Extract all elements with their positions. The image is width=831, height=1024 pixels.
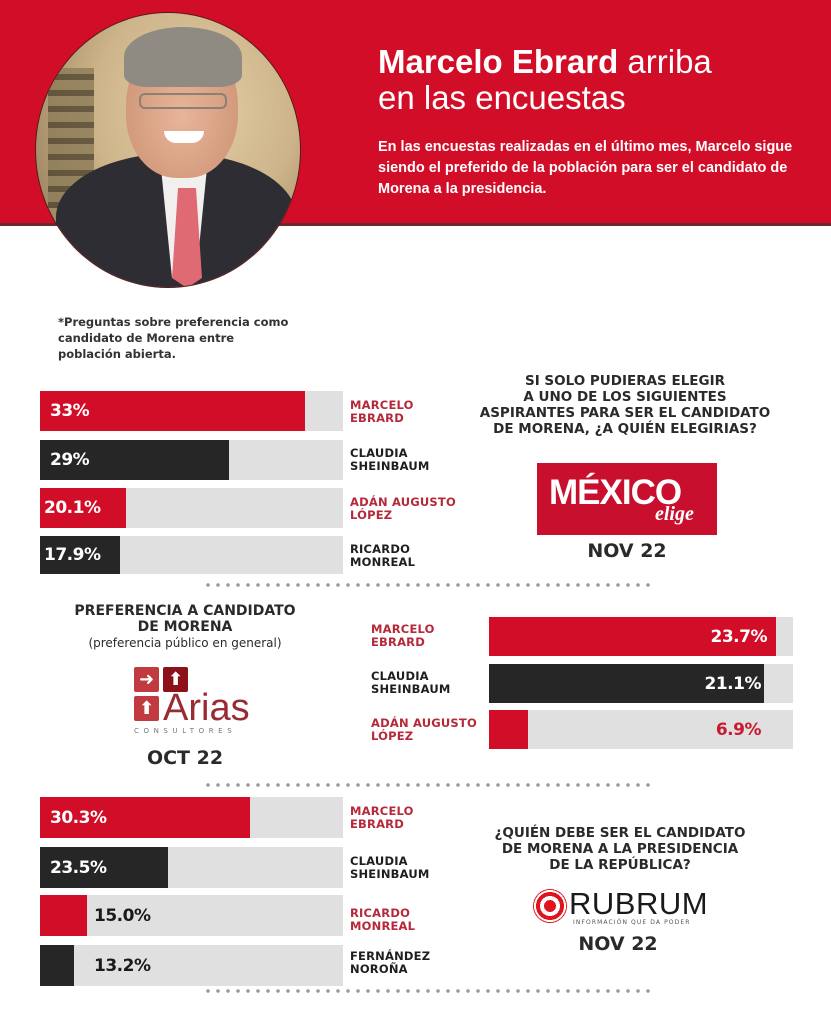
bar-row: 6.9% <box>489 710 793 749</box>
candidate-name: CLAUDIA SHEINBAUM <box>371 669 451 696</box>
poll-date: OCT 22 <box>146 747 224 769</box>
candidate-name: MARCELO EBRARD <box>371 622 435 649</box>
poll-date: NOV 22 <box>578 933 658 955</box>
candidate-name: CLAUDIA SHEINBAUM <box>350 446 430 473</box>
logo-text: Arias <box>163 687 250 729</box>
candidate-name: CLAUDIA SHEINBAUM <box>350 854 430 881</box>
bar-value: 30.3% <box>50 807 107 828</box>
poll-question-sub: (preferencia público en general) <box>88 636 282 650</box>
bar-fill <box>489 617 776 656</box>
bar-row: 15.0% <box>40 895 343 936</box>
bar-value: 6.9% <box>715 719 762 740</box>
bar-row: 23.5% <box>40 847 343 888</box>
photo-glasses <box>139 93 227 109</box>
bar-fill <box>489 710 528 749</box>
logo-text: RUBRUM <box>569 886 709 921</box>
title-line1-rest: arriba <box>618 43 712 80</box>
bar-fill <box>40 536 120 574</box>
poll-question: ¿QUIÉN DEBE SER EL CANDIDATO DE MORENA A… <box>494 825 746 873</box>
candidate-name: FERNÁNDEZ NOROÑA <box>350 949 431 976</box>
logo-script: elige <box>655 503 694 525</box>
bar-value: 13.2% <box>94 955 151 976</box>
bar-value: 21.1% <box>704 673 762 694</box>
bar-row: 23.7% <box>489 617 793 656</box>
arrow-up-icon: ⬆ <box>163 667 188 692</box>
page-title: Marcelo Ebrard arriba en las encuestas <box>378 44 818 116</box>
bar-row: 29% <box>40 440 343 480</box>
poll-date: NOV 22 <box>587 540 667 562</box>
bar-fill <box>40 797 250 838</box>
bar-fill <box>489 664 764 703</box>
bar-fill <box>40 847 168 888</box>
candidate-photo <box>35 12 301 288</box>
bar-value: 20.1% <box>44 498 101 518</box>
bar-value: 29% <box>50 450 90 470</box>
bar-row: 20.1% <box>40 488 343 528</box>
bar-fill <box>40 391 305 431</box>
bar-row: 17.9% <box>40 536 343 574</box>
candidate-name: MARCELO EBRARD <box>350 398 414 425</box>
photo-hair <box>124 27 242 87</box>
poll-question: SI SOLO PUDIERAS ELEGIR A UNO DE LOS SIG… <box>479 373 771 437</box>
bar-row: 33% <box>40 391 343 431</box>
photo-smile <box>164 131 204 143</box>
bar-value: 23.7% <box>710 626 768 647</box>
bar-value: 33% <box>50 401 90 421</box>
banner-divider <box>0 223 831 226</box>
bar-fill <box>40 895 87 936</box>
bar-value: 23.5% <box>50 857 107 878</box>
title-line2: en las encuestas <box>378 79 626 116</box>
logo-tagline: INFORMACIÓN QUE DA PODER <box>573 919 691 926</box>
mexico-elige-logo: MÉXICO elige <box>537 463 717 535</box>
target-icon <box>533 889 567 923</box>
bar-fill <box>40 488 126 528</box>
rubrum-logo: RUBRUM INFORMACIÓN QUE DA PODER <box>533 887 723 927</box>
dotted-divider <box>203 783 653 787</box>
logo-text: MÉXICO <box>549 473 682 512</box>
arrow-up-icon: ⬆ <box>134 696 159 721</box>
candidate-name: RICARDO MONREAL <box>350 542 416 569</box>
bar-value: 17.9% <box>44 545 101 565</box>
poll-question: PREFERENCIA A CANDIDATO DE MORENA <box>74 603 296 635</box>
candidate-name: RICARDO MONREAL <box>350 906 416 933</box>
title-name: Marcelo Ebrard <box>378 43 619 80</box>
bar-row: 21.1% <box>489 664 793 703</box>
logo-subtext: CONSULTORES <box>134 727 237 735</box>
page-subtitle: En las encuestas realizadas en el último… <box>378 139 793 197</box>
bar-fill <box>40 945 74 986</box>
photo-tie <box>172 188 202 287</box>
candidate-name: ADÁN AUGUSTO LÓPEZ <box>350 495 456 522</box>
dotted-divider <box>203 989 653 993</box>
arrow-right-icon: ➜ <box>134 667 159 692</box>
arias-logo: ➜ ⬆ ⬆ Arias CONSULTORES <box>134 667 254 739</box>
candidate-name: MARCELO EBRARD <box>350 804 414 831</box>
candidate-name: ADÁN AUGUSTO LÓPEZ <box>371 716 477 743</box>
bar-row: 13.2% <box>40 945 343 986</box>
bar-fill <box>40 440 229 480</box>
footnote: *Preguntas sobre preferencia como candid… <box>58 315 289 361</box>
bar-row: 30.3% <box>40 797 343 838</box>
dotted-divider <box>203 583 653 587</box>
bar-value: 15.0% <box>94 905 151 926</box>
